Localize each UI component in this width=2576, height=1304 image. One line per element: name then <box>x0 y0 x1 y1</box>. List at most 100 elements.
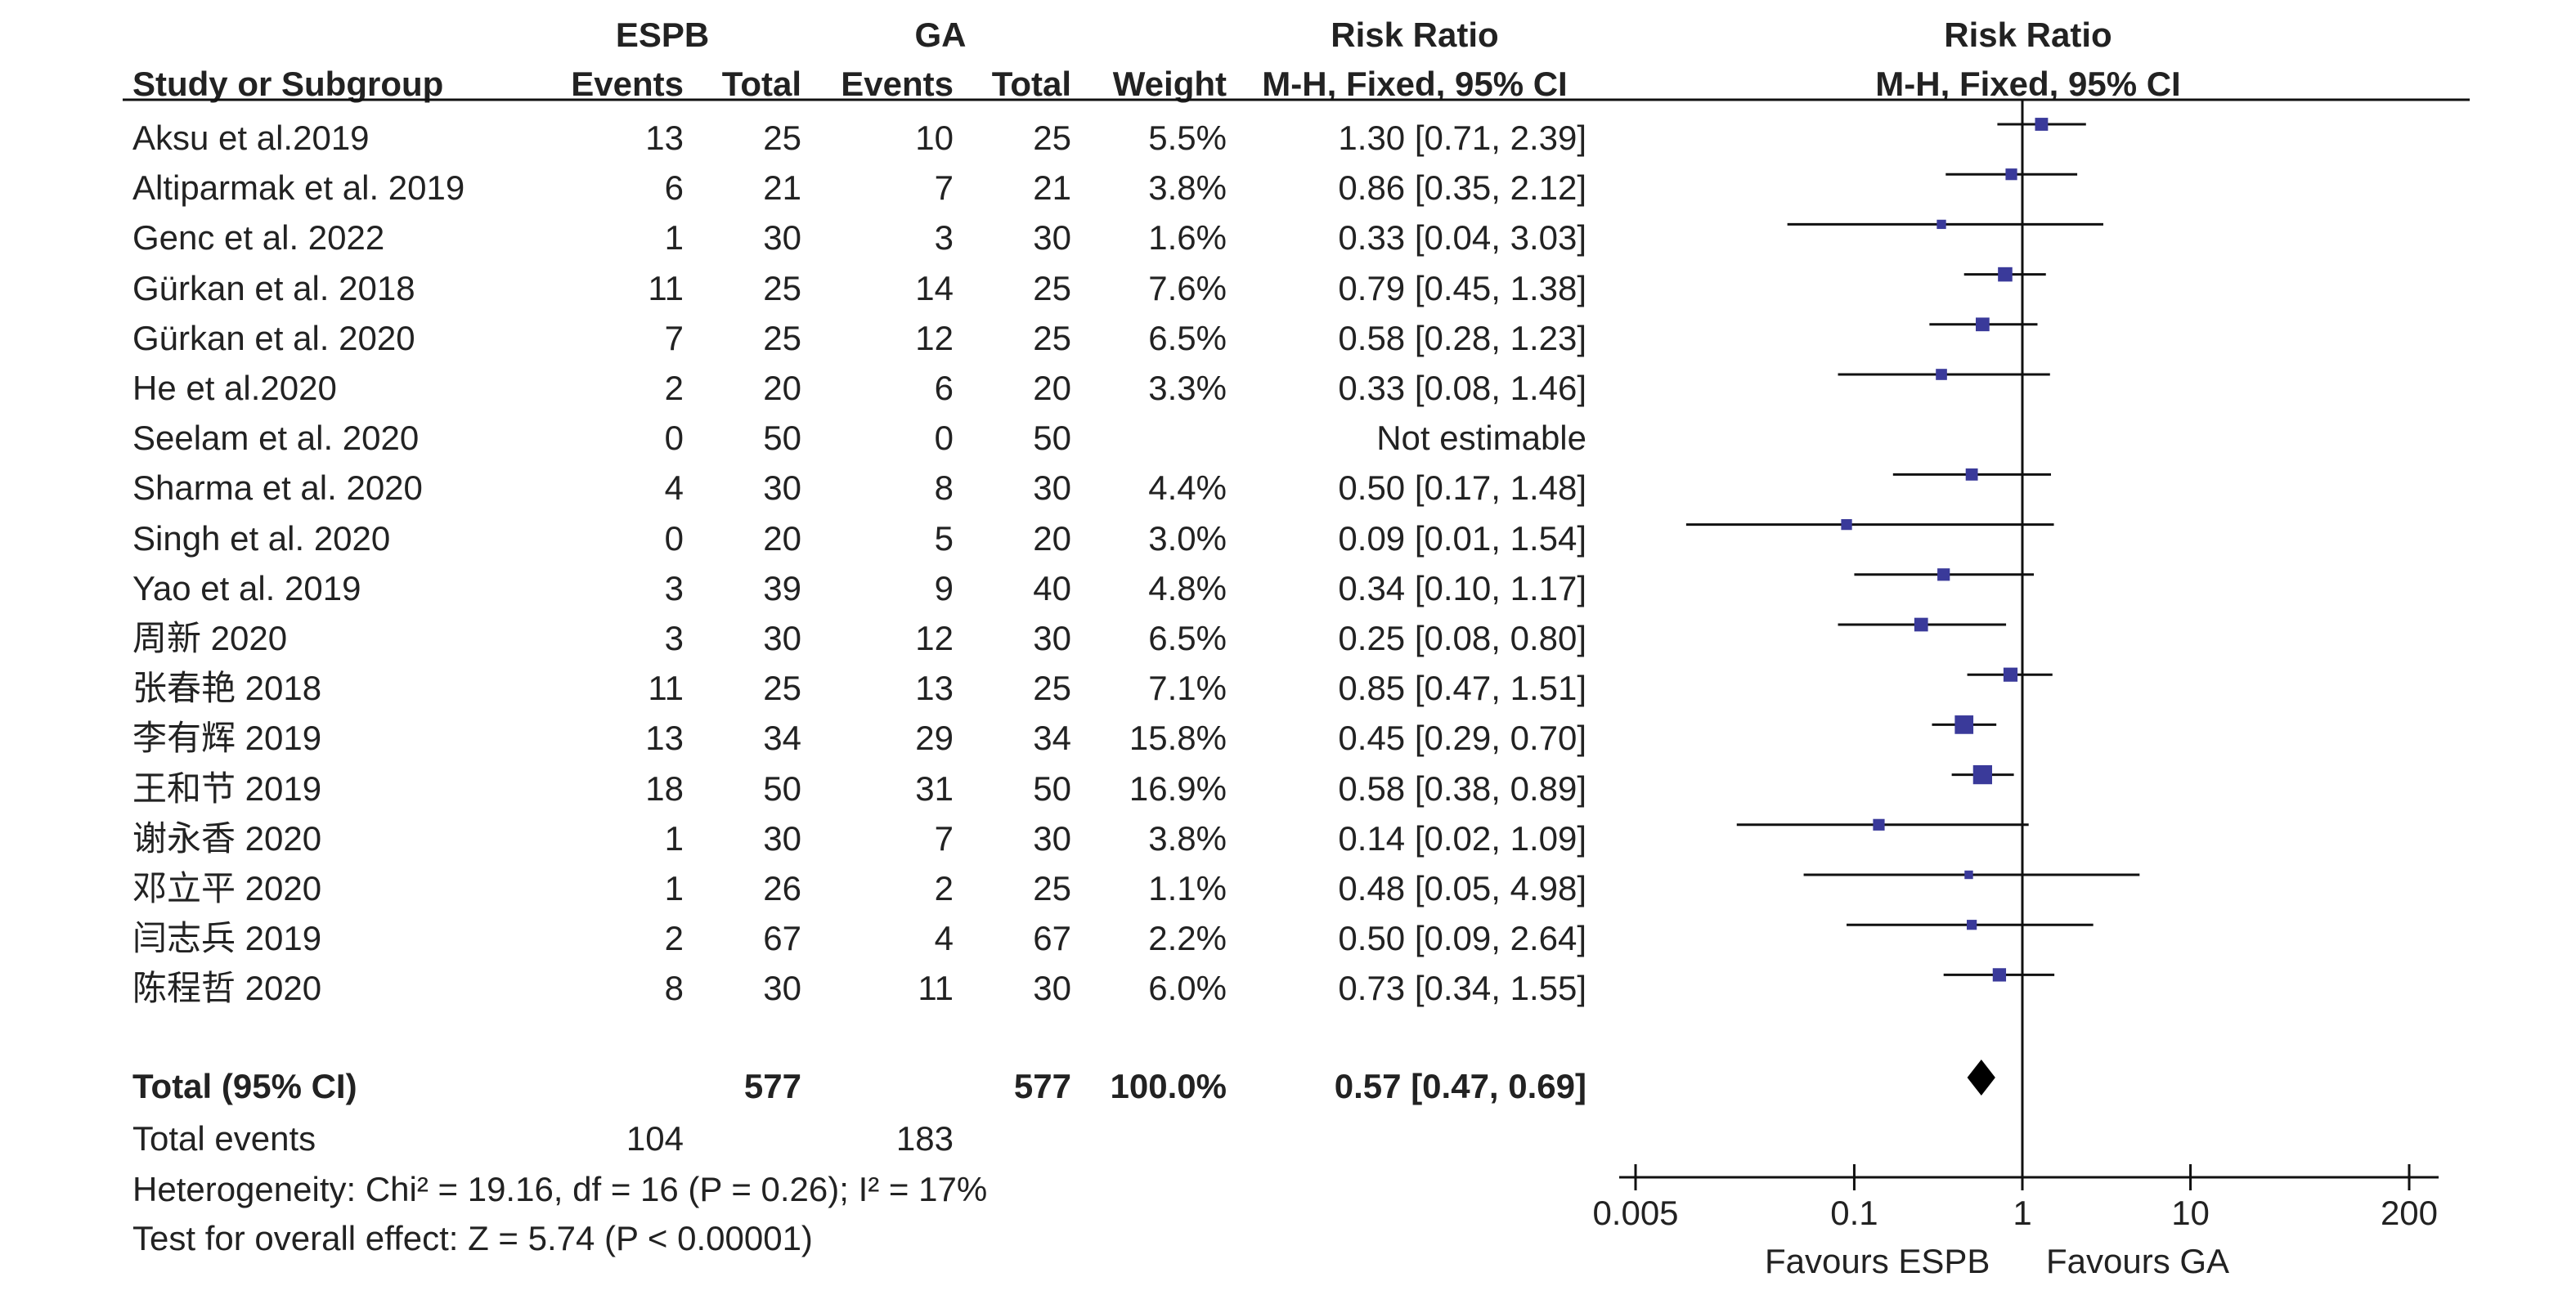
point-marker <box>1964 870 1973 880</box>
row-ci: 0.25 [0.08, 0.80] <box>1338 619 1586 657</box>
point-marker <box>1841 518 1852 531</box>
row-e2: 29 <box>915 719 954 757</box>
row-t2: 34 <box>1033 719 1071 757</box>
row-t1: 26 <box>763 869 801 907</box>
row-weight: 1.1% <box>1148 869 1227 907</box>
study-header: Study or Subgroup <box>132 65 444 103</box>
row-t2: 25 <box>1033 669 1071 707</box>
rr-header-table: Risk Ratio <box>1331 16 1499 54</box>
rr-method-header-table: M-H, Fixed, 95% CI <box>1262 65 1568 103</box>
point-marker <box>1972 764 1993 785</box>
row-weight: 6.0% <box>1148 969 1227 1007</box>
total-label: Total (95% CI) <box>132 1067 357 1105</box>
row-t2: 20 <box>1033 369 1071 407</box>
row-e1: 1 <box>664 218 684 257</box>
row-study: 王和节 2019 <box>132 769 322 808</box>
row-e2: 7 <box>934 168 954 207</box>
row-weight: 4.8% <box>1148 569 1227 607</box>
point-marker <box>2003 667 2018 682</box>
row-study: Gürkan et al. 2020 <box>132 319 415 357</box>
row-e2: 8 <box>934 468 954 507</box>
row-e2: 10 <box>915 119 954 157</box>
row-e2: 6 <box>934 369 954 407</box>
events2-header: Events <box>841 65 954 103</box>
row-t2: 50 <box>1033 769 1071 808</box>
total-ci: 0.57 [0.47, 0.69] <box>1334 1067 1586 1105</box>
x-tick-label: 0.005 <box>1592 1194 1678 1232</box>
row-weight: 3.3% <box>1148 369 1227 407</box>
row-t1: 25 <box>763 119 801 157</box>
point-marker <box>1976 317 1990 332</box>
point-marker <box>1937 568 1950 581</box>
row-study: Genc et al. 2022 <box>132 218 385 257</box>
row-weight: 4.4% <box>1148 468 1227 507</box>
favours-left-label: Favours ESPB <box>1765 1242 1990 1280</box>
row-e1: 2 <box>664 919 684 957</box>
row-ci: 0.48 [0.05, 4.98] <box>1338 869 1586 907</box>
total-t2: 577 <box>1013 1067 1071 1105</box>
group2-header: GA <box>914 16 967 54</box>
row-e2: 7 <box>934 819 954 858</box>
point-marker <box>1936 369 1947 380</box>
row-study: Sharma et al. 2020 <box>132 468 423 507</box>
row-ci: 0.58 [0.28, 1.23] <box>1338 319 1586 357</box>
row-study: Seelam et al. 2020 <box>132 419 420 457</box>
weight-header: Weight <box>1112 65 1227 103</box>
row-weight: 16.9% <box>1129 769 1227 808</box>
row-e1: 8 <box>664 969 684 1007</box>
row-t1: 30 <box>763 468 801 507</box>
row-t2: 25 <box>1033 869 1071 907</box>
row-t2: 25 <box>1033 319 1071 357</box>
row-t2: 50 <box>1033 419 1071 457</box>
row-ci: 0.58 [0.38, 0.89] <box>1338 769 1586 808</box>
row-ci: 0.50 [0.17, 1.48] <box>1338 468 1586 507</box>
row-t2: 25 <box>1033 119 1071 157</box>
row-e2: 2 <box>934 869 954 907</box>
row-t1: 50 <box>763 769 801 808</box>
row-ci: 0.09 [0.01, 1.54] <box>1338 519 1586 558</box>
row-t2: 20 <box>1033 519 1071 558</box>
row-e1: 18 <box>645 769 684 808</box>
row-weight: 7.1% <box>1148 669 1227 707</box>
row-ci: 0.85 [0.47, 1.51] <box>1338 669 1586 707</box>
row-t1: 30 <box>763 969 801 1007</box>
row-e2: 9 <box>934 569 954 607</box>
point-marker <box>2005 168 2017 181</box>
row-study: 谢永香 2020 <box>132 819 322 858</box>
row-t2: 30 <box>1033 218 1071 257</box>
row-study: 陈程哲 2020 <box>132 969 322 1007</box>
row-ci: 0.33 [0.04, 3.03] <box>1338 218 1586 257</box>
row-t2: 30 <box>1033 468 1071 507</box>
row-study: Aksu et al.2019 <box>132 119 370 157</box>
row-e1: 1 <box>664 819 684 858</box>
row-t1: 39 <box>763 569 801 607</box>
point-marker <box>1873 818 1885 831</box>
row-ci: 0.73 [0.34, 1.55] <box>1338 969 1586 1007</box>
row-e2: 4 <box>934 919 954 957</box>
group1-header: ESPB <box>615 16 710 54</box>
row-e1: 0 <box>664 519 684 558</box>
row-t1: 20 <box>763 519 801 558</box>
row-weight: 5.5% <box>1148 119 1227 157</box>
row-weight: 7.6% <box>1148 269 1227 307</box>
row-ci: Not estimable <box>1376 419 1586 457</box>
row-ci: 0.14 [0.02, 1.09] <box>1338 819 1586 858</box>
row-e1: 11 <box>648 669 684 707</box>
row-ci: 0.50 [0.09, 2.64] <box>1338 919 1586 957</box>
total-events-e2: 183 <box>895 1119 954 1158</box>
row-weight: 2.2% <box>1148 919 1227 957</box>
row-e1: 1 <box>664 869 684 907</box>
total-events-e1: 104 <box>626 1119 684 1158</box>
point-marker <box>1965 468 1978 481</box>
row-t1: 67 <box>763 919 801 957</box>
row-ci: 0.79 [0.45, 1.38] <box>1338 269 1586 307</box>
row-e1: 13 <box>645 119 684 157</box>
row-e1: 3 <box>664 569 684 607</box>
pooled-diamond <box>1967 1060 1995 1096</box>
row-study: 张春艳 2018 <box>132 669 322 707</box>
total-weight: 100.0% <box>1110 1067 1227 1105</box>
row-t1: 50 <box>763 419 801 457</box>
row-ci: 0.34 [0.10, 1.17] <box>1338 569 1586 607</box>
point-marker <box>1992 968 2007 982</box>
